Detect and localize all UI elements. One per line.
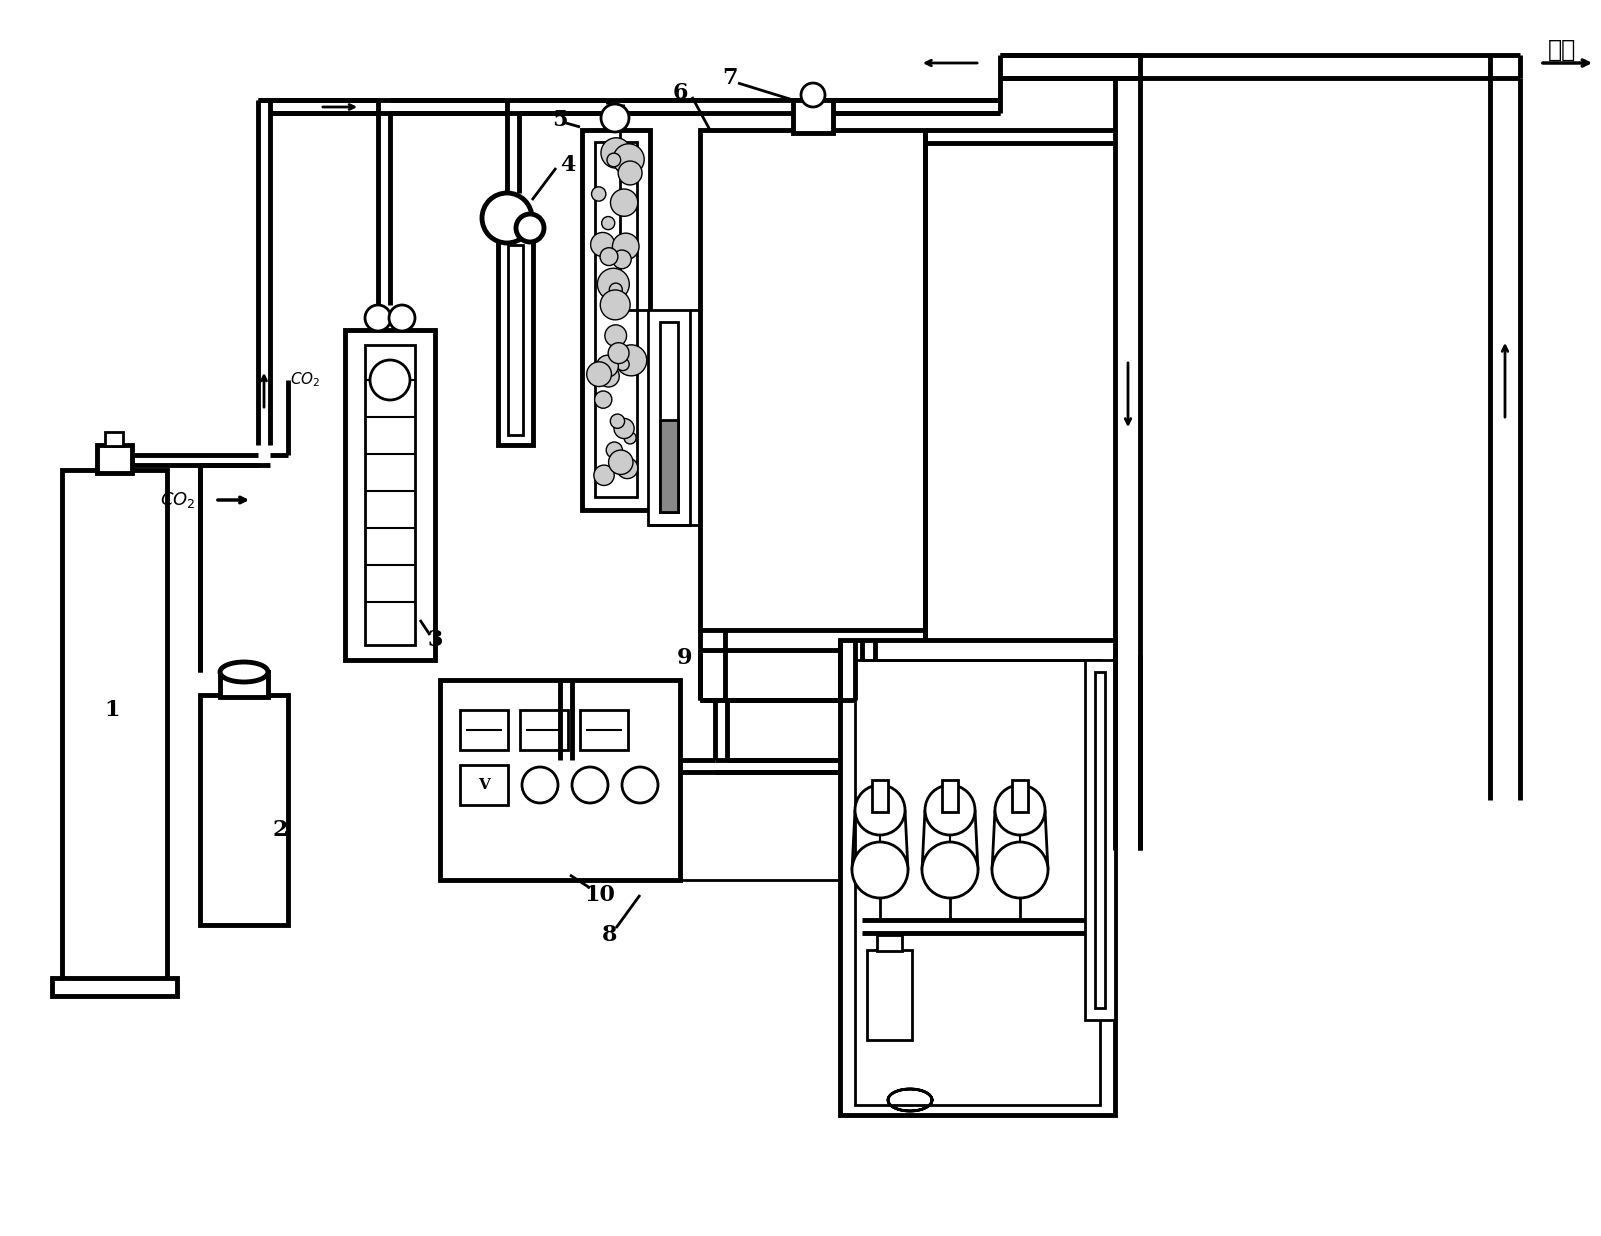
Bar xyxy=(841,640,1114,1115)
Bar xyxy=(51,978,178,996)
Text: 1: 1 xyxy=(104,700,120,721)
Circle shape xyxy=(616,345,647,376)
Circle shape xyxy=(608,342,629,363)
Circle shape xyxy=(600,290,631,320)
Circle shape xyxy=(624,431,636,444)
Circle shape xyxy=(615,419,634,439)
Text: $CO_2$: $CO_2$ xyxy=(290,371,320,389)
Text: 放空: 放空 xyxy=(1548,38,1577,62)
Circle shape xyxy=(610,414,624,429)
Ellipse shape xyxy=(219,662,267,682)
Circle shape xyxy=(994,785,1045,836)
Circle shape xyxy=(594,465,615,486)
Text: 2: 2 xyxy=(272,819,288,840)
Bar xyxy=(508,245,524,435)
Circle shape xyxy=(600,104,629,132)
Bar xyxy=(868,950,913,1039)
Circle shape xyxy=(925,785,975,836)
Circle shape xyxy=(572,768,608,803)
Circle shape xyxy=(610,189,637,216)
Circle shape xyxy=(586,362,612,387)
Text: 8: 8 xyxy=(602,925,618,946)
Bar xyxy=(520,709,568,750)
Text: V: V xyxy=(479,777,490,792)
Circle shape xyxy=(613,143,644,176)
Bar xyxy=(498,235,533,445)
Circle shape xyxy=(597,268,629,300)
Text: 5: 5 xyxy=(552,109,568,131)
Circle shape xyxy=(852,842,908,899)
Bar xyxy=(580,709,628,750)
Bar xyxy=(459,765,508,805)
Circle shape xyxy=(993,842,1049,899)
Bar xyxy=(365,345,415,645)
Bar xyxy=(1095,672,1105,1009)
Bar xyxy=(1012,780,1028,812)
Circle shape xyxy=(516,214,544,242)
Circle shape xyxy=(610,283,623,297)
Bar xyxy=(583,130,650,510)
Circle shape xyxy=(616,457,637,478)
Bar xyxy=(660,420,677,512)
Bar xyxy=(106,433,123,446)
Circle shape xyxy=(922,842,978,899)
Text: 7: 7 xyxy=(722,67,738,89)
Circle shape xyxy=(600,247,618,266)
Circle shape xyxy=(855,785,905,836)
Bar xyxy=(660,323,677,512)
Text: 6: 6 xyxy=(672,82,688,104)
Bar xyxy=(98,445,131,473)
Bar xyxy=(344,330,435,660)
Circle shape xyxy=(482,193,532,243)
Circle shape xyxy=(607,442,623,459)
Text: 3: 3 xyxy=(427,629,443,651)
Circle shape xyxy=(602,295,623,315)
Circle shape xyxy=(591,187,605,201)
Circle shape xyxy=(365,305,391,331)
Circle shape xyxy=(597,366,620,387)
Text: 10: 10 xyxy=(584,884,615,906)
Circle shape xyxy=(597,355,618,377)
Bar xyxy=(873,780,889,812)
Bar xyxy=(700,130,925,630)
Bar xyxy=(941,780,957,812)
Bar xyxy=(62,470,167,980)
Bar xyxy=(440,680,680,880)
Bar xyxy=(219,672,267,697)
Bar xyxy=(596,142,637,497)
Circle shape xyxy=(616,358,629,371)
Bar xyxy=(648,310,690,525)
Text: $CO_2$: $CO_2$ xyxy=(160,489,195,510)
Bar xyxy=(200,695,288,925)
Circle shape xyxy=(389,305,415,331)
Circle shape xyxy=(600,137,631,168)
Circle shape xyxy=(602,216,615,230)
Circle shape xyxy=(800,83,825,108)
Bar xyxy=(1085,660,1114,1020)
Circle shape xyxy=(613,250,631,268)
Bar xyxy=(459,709,508,750)
Circle shape xyxy=(591,232,615,257)
Circle shape xyxy=(594,391,612,408)
Text: 4: 4 xyxy=(560,154,576,176)
Text: 9: 9 xyxy=(677,646,693,669)
Circle shape xyxy=(608,450,632,475)
Circle shape xyxy=(613,234,639,260)
Circle shape xyxy=(370,360,410,400)
Circle shape xyxy=(618,161,642,185)
Circle shape xyxy=(607,153,621,167)
Circle shape xyxy=(605,325,626,346)
Bar xyxy=(792,100,833,133)
Bar xyxy=(877,934,901,950)
Bar xyxy=(855,660,1100,1105)
Circle shape xyxy=(522,768,559,803)
Circle shape xyxy=(623,768,658,803)
